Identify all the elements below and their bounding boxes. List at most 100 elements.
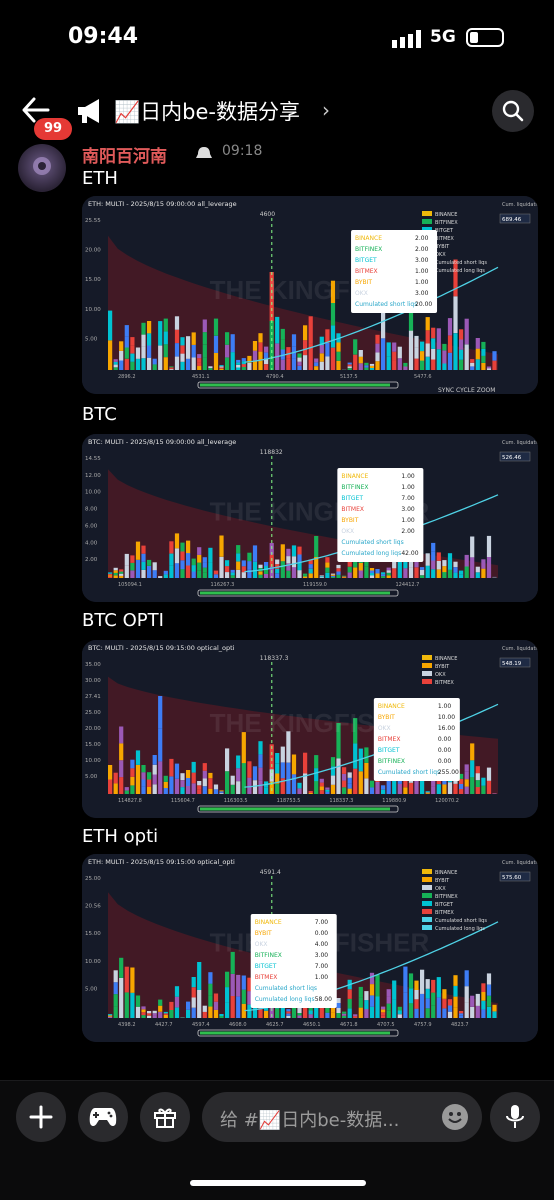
chart-bar [130,776,135,786]
chart-image[interactable]: THE KINGFISHER 4600 ETH: MULTI - 2025/8/15… [82,196,538,394]
chart-bar [264,346,269,353]
chart-bar [264,352,269,359]
chart-bar [213,335,219,353]
chart-bar [358,356,363,364]
y-tick: 8.00 [85,507,98,513]
tooltip-value: 2.00 [401,528,415,535]
chart-bar [330,347,336,370]
chart-bar [420,779,425,794]
chart-bar [286,358,291,370]
games-button[interactable] [78,1092,128,1142]
search-button[interactable] [492,90,534,132]
chart-bar [475,780,480,788]
chart-bar [119,760,124,778]
avatar[interactable] [18,144,66,192]
chart-bar [453,333,458,370]
chart-bar [275,564,280,569]
chart-bar [191,987,196,998]
chart-bar [453,296,458,334]
chart-bar [397,346,402,359]
tooltip-value: 3.00 [315,952,329,959]
message-input[interactable]: 给 #📈日内be-数据... [202,1092,482,1142]
chart-bar [325,787,330,790]
chart-bar [252,341,258,351]
chart-bar [174,343,180,357]
chart-bar [369,366,375,368]
chart-bar [264,358,269,365]
chart-bar [186,347,191,359]
chart-bar [330,775,336,785]
chart-bar [147,321,152,334]
emoji-icon[interactable] [442,1104,468,1130]
chart-bar [442,1008,447,1018]
chart-bar [124,553,129,566]
chart-image[interactable]: THE KINGFISHER 118337.3 BTC: MULTI - 2025/… [82,640,538,818]
chart-bar [252,780,258,794]
chart-bar [481,559,486,569]
chart-image[interactable]: THE KINGFISHER 4591.4 ETH: MULTI - 2025/8/… [82,854,538,1042]
chart-bar [186,358,191,370]
chart-bar [141,772,146,780]
chart-bar [230,572,235,576]
chart-bar [475,348,480,360]
chart-bar [297,357,302,362]
chart-bar [481,348,486,356]
x-tick: 120070.2 [435,798,459,804]
chart-bar [408,567,414,578]
chart-bar [314,366,319,370]
chart-bar [403,780,408,788]
chart-bar [213,574,219,578]
chart-bar [386,567,391,571]
chart-bar [459,1015,464,1018]
chart-bar [135,559,141,578]
chart-bar [247,552,252,562]
y-tick: 14.55 [85,456,101,462]
voice-button[interactable] [490,1092,540,1142]
chart-bar [152,562,157,571]
tooltip-label: Cumulated short liqs [355,301,417,308]
chart-bar [135,750,141,765]
back-arrow-icon[interactable] [20,96,52,124]
chart-bar [219,1016,224,1018]
chart-bar [258,342,263,352]
chart-bar [392,360,397,370]
x-tick: 4823.7 [451,1022,469,1028]
chart-bar [275,573,280,578]
author-name[interactable]: 南阳百河南 [82,147,167,164]
chart-image[interactable]: THE KINGFISHER 118832 BTC: MULTI - 2025/8/… [82,434,538,602]
legend-item: BYBIT [435,244,450,250]
chevron-right-icon[interactable]: › [322,98,330,122]
chart-bar [197,547,202,555]
chart-bar [163,775,168,782]
chart-bar [420,993,425,1018]
chart-bar [330,280,336,303]
chart-bar [286,563,291,571]
chart-bar [386,356,391,370]
chart-bar [381,574,386,577]
chart-bar [347,572,352,578]
chart-bar [314,557,319,578]
chart-bar [459,779,464,784]
signal-icon [392,30,421,48]
add-button[interactable] [16,1092,66,1142]
chart-bar [319,345,324,354]
chart-bar [236,367,241,370]
chart-bar [297,1008,302,1011]
x-tick: 118337.3 [329,798,353,804]
chart-bar [258,767,263,781]
chart-bar [202,567,207,573]
tooltip-label: BITMEX [378,736,401,743]
chart-bar [336,360,341,370]
chart-bar [230,575,235,578]
chart-bar [180,337,185,346]
peak-label: 118832 [260,449,283,456]
chart-bar [197,962,202,990]
tooltip-label: BITMEX [341,506,364,513]
chart-bar [464,771,469,780]
chart-bar [386,996,391,1004]
gift-button[interactable] [140,1092,190,1142]
chart-bar [297,788,302,794]
channel-title[interactable]: 📈日内be-数据分享 [114,100,300,124]
